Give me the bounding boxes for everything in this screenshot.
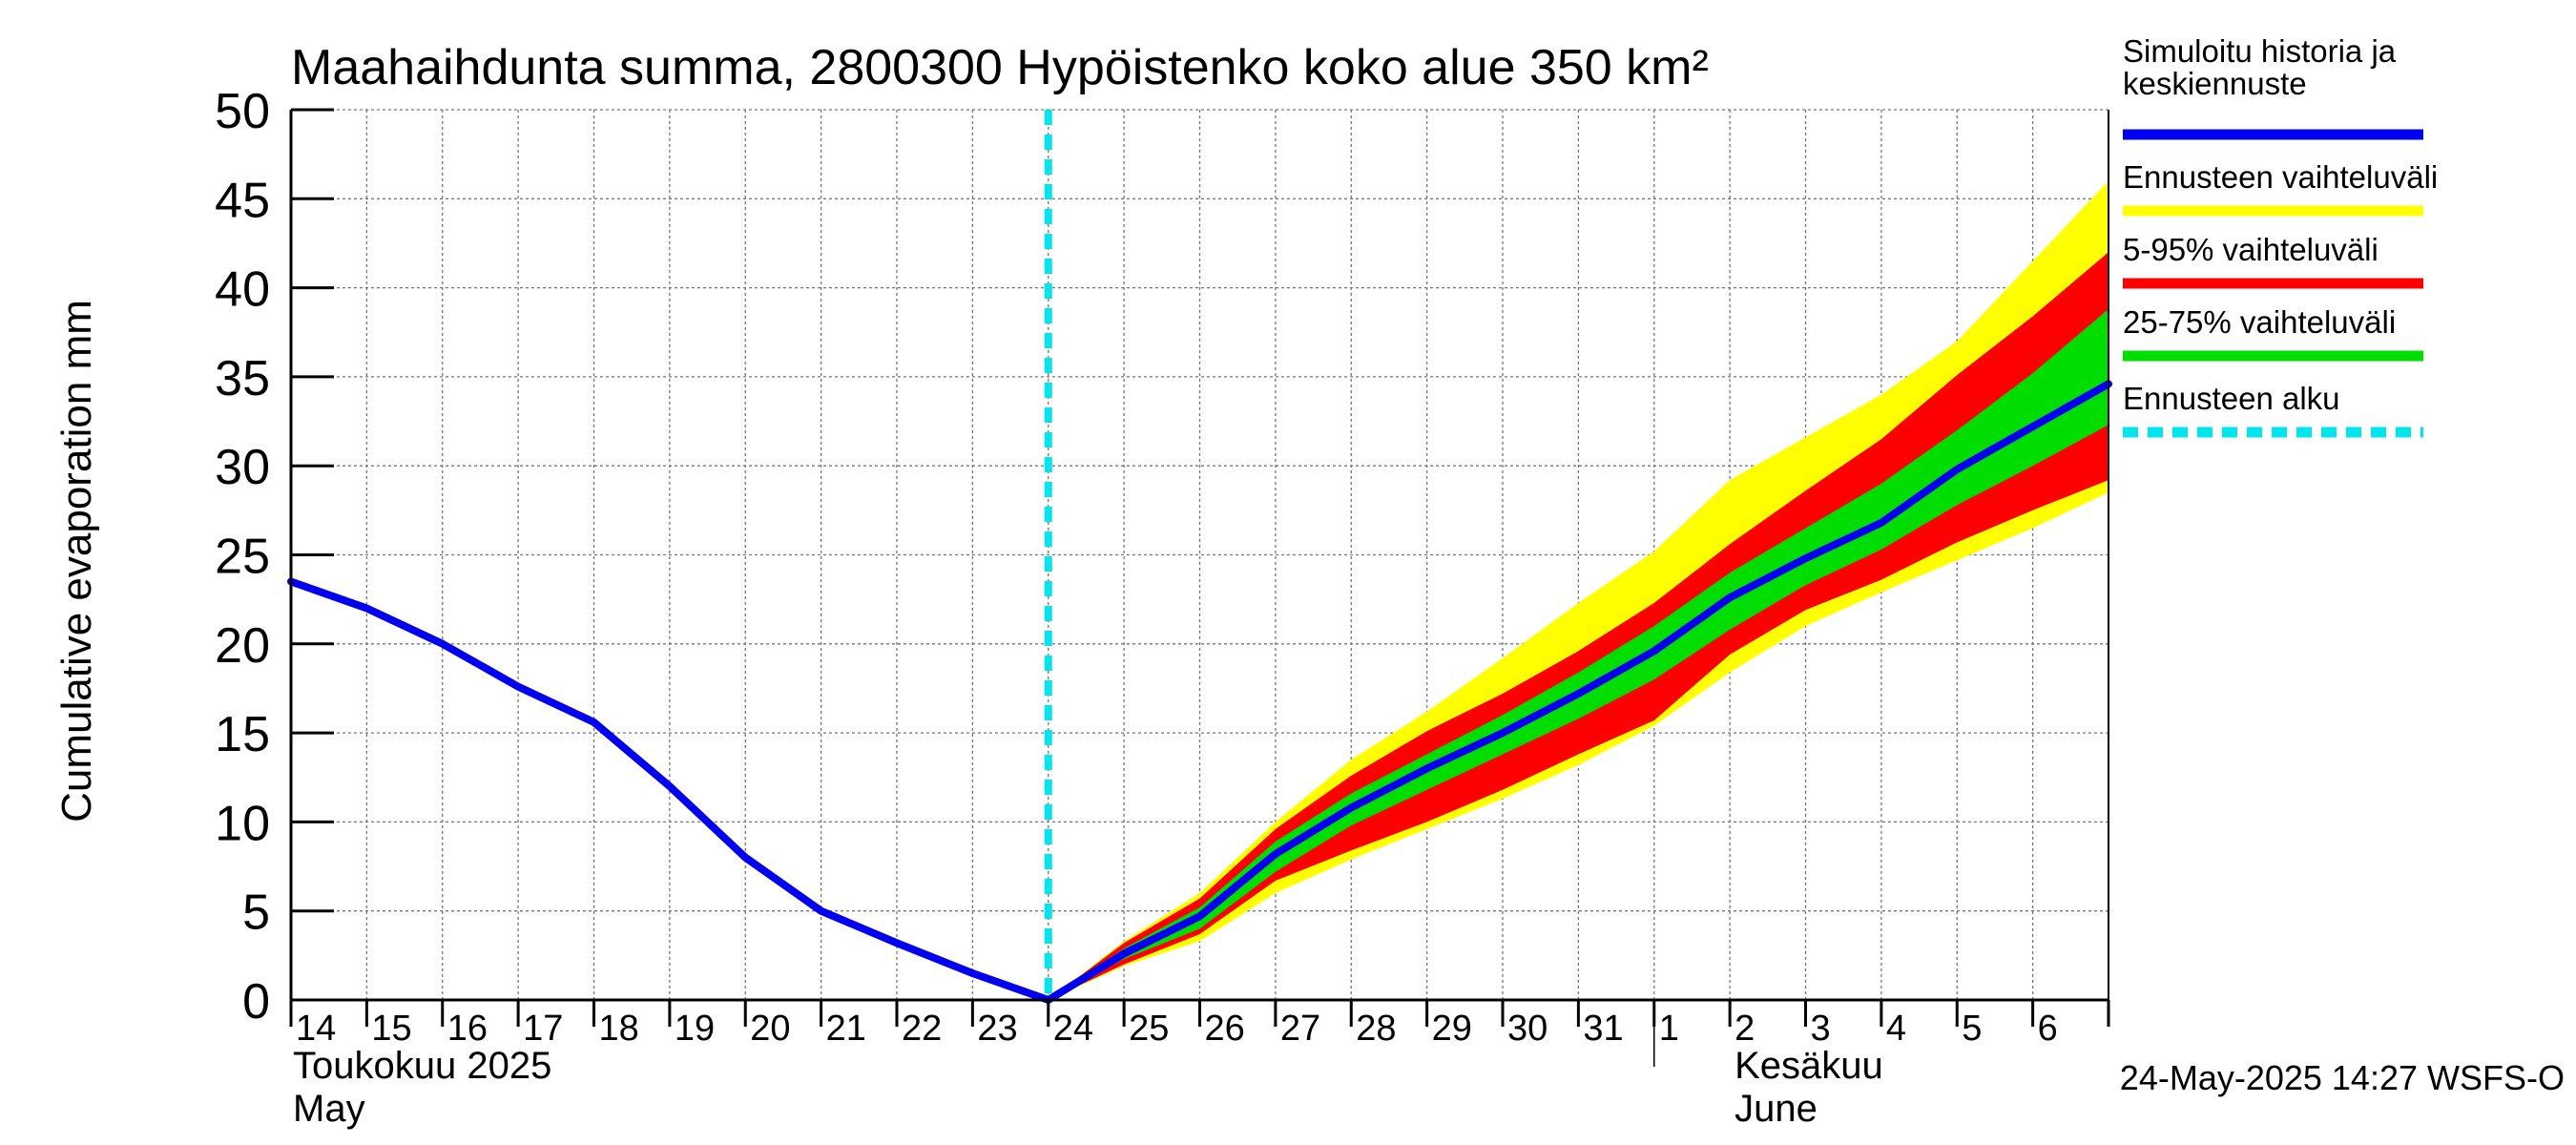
series-lines	[287, 110, 2112, 1004]
legend-label: keskiennuste	[2123, 66, 2307, 101]
x-tick-label: 1	[1659, 1009, 1679, 1049]
legend-label: Ennusteen alku	[2123, 381, 2340, 416]
y-tick-label: 15	[215, 707, 270, 762]
month-label: Kesäkuu	[1735, 1045, 1883, 1087]
band-full-range	[1048, 180, 2109, 1001]
x-tick-label: 17	[523, 1009, 563, 1049]
legend-label: 5-95% vaihteluväli	[2123, 232, 2379, 267]
y-tick-label: 45	[215, 173, 270, 228]
band-5-95	[1048, 252, 2109, 1000]
x-tick-label: 4	[1886, 1009, 1906, 1049]
axes	[289, 108, 2110, 1067]
x-tick-label: 27	[1280, 1009, 1320, 1049]
history-line	[287, 577, 1052, 1004]
y-tick-label: 20	[215, 618, 270, 674]
y-tick-label: 5	[242, 885, 270, 941]
legend-label: Simuloitu historia ja	[2123, 33, 2397, 69]
timestamp: 24-May-2025 14:27 WSFS-O	[2120, 1058, 2565, 1097]
x-tick-label: 5	[1962, 1009, 1982, 1049]
x-tick-label: 25	[1129, 1009, 1169, 1049]
x-tick-label: 28	[1356, 1009, 1396, 1049]
y-tick-label: 30	[215, 440, 270, 495]
x-tick-label: 6	[2038, 1009, 2058, 1049]
legend-label: Ennusteen vaihteluväli	[2123, 159, 2438, 195]
month-label: Toukokuu 2025	[293, 1045, 551, 1087]
month-label-english: May	[293, 1088, 365, 1130]
x-tick-label: 19	[675, 1009, 715, 1049]
month-label-english: June	[1735, 1088, 1818, 1130]
y-tick-label: 35	[215, 351, 270, 406]
y-tick-label: 40	[215, 262, 270, 318]
y-tick-label: 50	[215, 84, 270, 139]
chart-title: Maahaihdunta summa, 2800300 Hypöistenko …	[291, 40, 1709, 95]
y-tick-label: 0	[242, 974, 270, 1030]
median-forecast-line	[1044, 380, 2112, 1004]
x-tick-label: 29	[1432, 1009, 1472, 1049]
x-tick-label: 21	[826, 1009, 866, 1049]
x-tick-label: 23	[977, 1009, 1017, 1049]
x-tick-label: 26	[1205, 1009, 1245, 1049]
x-tick-label: 2	[1735, 1009, 1755, 1049]
x-tick-label: 18	[599, 1009, 639, 1049]
y-tick-label: 25	[215, 530, 270, 585]
x-tick-label: 20	[750, 1009, 790, 1049]
x-tick-label: 24	[1053, 1009, 1093, 1049]
x-tick-label: 16	[447, 1009, 488, 1049]
y-tick-label: 10	[215, 796, 270, 851]
x-tick-label: 14	[296, 1009, 336, 1049]
y-axis-label: Cumulative evaporation mm	[53, 300, 100, 822]
x-tick-label: 30	[1507, 1009, 1548, 1049]
x-tick-label: 22	[902, 1009, 942, 1049]
legend-label: 25-75% vaihteluväli	[2123, 304, 2396, 340]
x-tick-label: 31	[1583, 1009, 1623, 1049]
x-tick-label: 3	[1811, 1009, 1831, 1049]
x-tick-label: 15	[371, 1009, 411, 1049]
